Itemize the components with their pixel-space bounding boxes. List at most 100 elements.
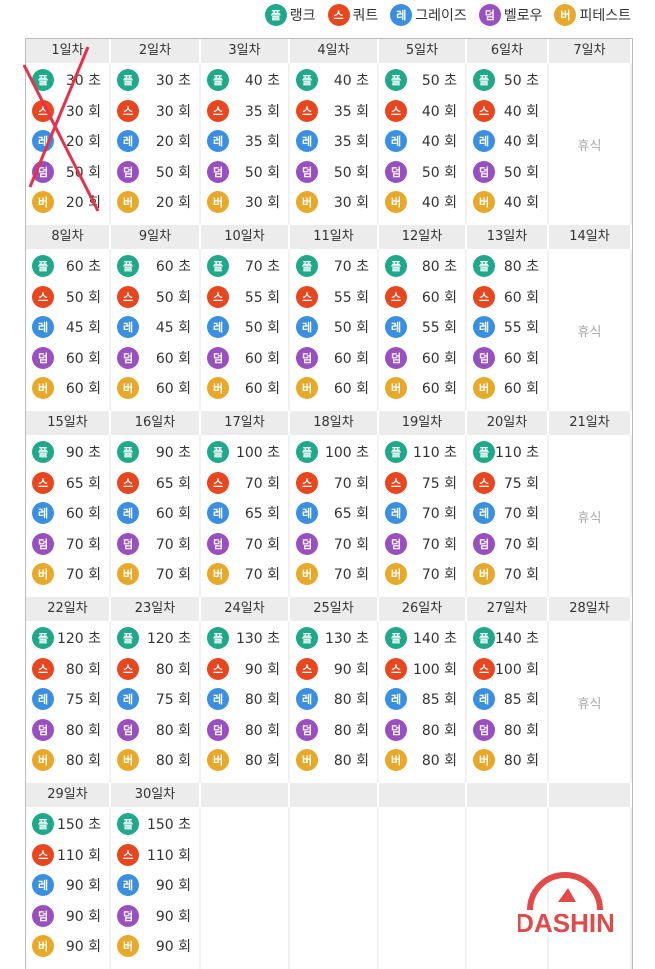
exercise-badge-icon: 레 [117,874,139,897]
exercise-badge-icon: 덤 [32,532,54,555]
exercise-badge-icon: 버 [32,749,54,772]
exercise-value: 45 회 [65,320,101,337]
exercise-value: 70 회 [333,567,369,584]
workout-calendar: 1일차 2일차 3일차 4일차 5일차 6일차 7일차 플 30 초 스 30 회 레 20 회 덤 50 … [25,38,633,969]
exercise-badge-icon: 버 [473,191,495,214]
exercise-badge-icon: 스 [385,657,407,680]
exercise-badge-icon: 레 [32,130,54,153]
exercise-row: 레 35 회 [290,126,377,157]
day-cell[interactable]: 휴식 [549,63,632,225]
exercise-row: 스 35 회 [290,96,377,127]
exercise-badge-icon: 플 [473,441,495,464]
day-cell[interactable]: 플 30 초 스 30 회 레 20 회 덤 50 회 버 20 회 [111,63,201,225]
week-body: 플 30 초 스 30 회 레 20 회 덤 50 회 버 20 회 플 30 초 스 30 회 레 20 회… [26,63,632,225]
day-cell[interactable]: 플 90 초 스 65 회 레 60 회 덤 70 회 버 70 회 [111,435,201,597]
exercise-badge-icon: 레 [296,688,318,711]
exercise-row: 덤 80 회 [111,715,199,746]
exercise-value: 85 회 [421,692,457,709]
exercise-badge-icon: 덤 [117,160,139,183]
day-cell[interactable]: 플 100 초 스 70 회 레 65 회 덤 70 회 버 70 회 [201,435,290,597]
exercise-value: 50 회 [503,164,539,181]
exercise-value: 90 회 [155,939,191,956]
exercise-badge-icon: 버 [32,935,54,958]
exercise-value: 60 회 [421,289,457,306]
day-cell[interactable]: 플 110 초 스 75 회 레 70 회 덤 70 회 버 70 회 [467,435,549,597]
day-cell[interactable]: 휴식 [549,249,632,411]
exercise-badge-icon: 버 [117,749,139,772]
day-cell[interactable]: 플 150 초 스 110 회 레 90 회 덤 90 회 버 90 회 [26,807,111,969]
day-cell[interactable]: 플 130 초 스 90 회 레 80 회 덤 80 회 버 80 회 [201,621,290,783]
exercise-row: 덤 50 회 [26,157,109,188]
exercise-row: 덤 70 회 [379,529,465,560]
legend: 플 랭크 스 쿼트 레 그레이즈 덤 벨로우 버 피테스트 [264,4,631,26]
day-header: 24일차 [201,597,290,621]
exercise-badge-icon: 버 [385,749,407,772]
exercise-value: 70 회 [503,536,539,553]
exercise-badge-icon: 덤 [385,532,407,555]
empty-header [467,783,549,807]
exercise-badge-icon: 버 [473,377,495,400]
exercise-value: 130 초 [324,631,369,648]
exercise-value: 50 회 [244,320,280,337]
day-cell[interactable]: 플 120 초 스 80 회 레 75 회 덤 80 회 버 80 회 [26,621,111,783]
exercise-value: 60 회 [244,350,280,367]
exercise-row: 덤 60 회 [111,343,199,374]
day-cell[interactable]: 플 110 초 스 75 회 레 70 회 덤 70 회 버 70 회 [379,435,467,597]
exercise-row: 스 80 회 [111,654,199,685]
day-header: 7일차 [549,39,632,63]
exercise-badge-icon: 스 [296,657,318,680]
day-cell[interactable]: 플 90 초 스 65 회 레 60 회 덤 70 회 버 70 회 [26,435,111,597]
day-cell[interactable]: 휴식 [549,621,632,783]
exercise-value: 70 회 [503,567,539,584]
exercise-value: 70 초 [333,259,369,276]
exercise-badge-icon: 버 [385,191,407,214]
day-cell[interactable]: 플 60 초 스 50 회 레 45 회 덤 60 회 버 60 회 [26,249,111,411]
rest-label: 휴식 [577,510,602,526]
day-cell[interactable]: 플 40 초 스 35 회 레 35 회 덤 50 회 버 30 회 [290,63,379,225]
exercise-row: 버 30 회 [201,187,288,218]
week-body: 플 90 초 스 65 회 레 60 회 덤 70 회 버 70 회 플 90 초 스 65 회 레 60 회… [26,435,632,597]
day-cell[interactable]: 플 70 초 스 55 회 레 50 회 덤 60 회 버 60 회 [201,249,290,411]
exercise-badge-icon: 덤 [296,160,318,183]
exercise-badge-icon: 스 [32,285,54,308]
exercise-value: 60 회 [503,350,539,367]
day-cell[interactable]: 플 70 초 스 55 회 레 50 회 덤 60 회 버 60 회 [290,249,379,411]
day-cell[interactable]: 플 100 초 스 70 회 레 65 회 덤 70 회 버 70 회 [290,435,379,597]
week-header: 15일차 16일차 17일차 18일차 19일차 20일차 21일차 [26,411,632,435]
exercise-value: 55 회 [333,289,369,306]
exercise-badge-icon: 플 [385,255,407,278]
exercise-value: 45 회 [155,320,191,337]
day-cell[interactable]: 플 80 초 스 60 회 레 55 회 덤 60 회 버 60 회 [379,249,467,411]
week-header: 22일차 23일차 24일차 25일차 26일차 27일차 28일차 [26,597,632,621]
day-cell[interactable]: 플 50 초 스 40 회 레 40 회 덤 50 회 버 40 회 [379,63,467,225]
exercise-row: 스 110 회 [26,840,109,871]
day-cell[interactable]: 플 40 초 스 35 회 레 35 회 덤 50 회 버 30 회 [201,63,290,225]
day-cell[interactable]: 플 30 초 스 30 회 레 20 회 덤 50 회 버 20 회 [26,63,111,225]
day-cell[interactable]: 플 140 초 스 100 회 레 85 회 덤 80 회 버 80 회 [379,621,467,783]
legend-label: 그레이즈 [415,8,467,24]
exercise-row: 레 60 회 [111,498,199,529]
exercise-badge-icon: 레 [117,502,139,525]
exercise-row: 레 75 회 [26,684,109,715]
day-cell[interactable]: 플 120 초 스 80 회 레 75 회 덤 80 회 버 80 회 [111,621,201,783]
day-cell[interactable]: 플 60 초 스 50 회 레 45 회 덤 60 회 버 60 회 [111,249,201,411]
exercise-value: 60 회 [155,506,191,523]
exercise-value: 40 회 [503,103,539,120]
day-cell[interactable]: 플 80 초 스 60 회 레 55 회 덤 60 회 버 60 회 [467,249,549,411]
exercise-badge-icon: 버 [554,4,577,26]
exercise-badge-icon: 스 [296,471,318,494]
day-cell[interactable]: 플 50 초 스 40 회 레 40 회 덤 50 회 버 40 회 [467,63,549,225]
exercise-row: 덤 60 회 [201,343,288,374]
exercise-value: 60 회 [155,350,191,367]
exercise-value: 80 회 [155,661,191,678]
exercise-value: 40 회 [421,195,457,212]
day-cell[interactable]: 플 140 초 스 100 회 레 85 회 덤 80 회 버 80 회 [467,621,549,783]
exercise-value: 20 회 [65,195,101,212]
exercise-badge-icon: 레 [473,130,495,153]
exercise-badge-icon: 레 [385,130,407,153]
legend-label: 피테스트 [579,8,631,24]
exercise-row: 스 90 회 [201,654,288,685]
day-cell[interactable]: 플 130 초 스 90 회 레 80 회 덤 80 회 버 80 회 [290,621,379,783]
day-cell[interactable]: 플 150 초 스 110 회 레 90 회 덤 90 회 버 90 회 [111,807,201,969]
day-cell[interactable]: 휴식 [549,435,632,597]
